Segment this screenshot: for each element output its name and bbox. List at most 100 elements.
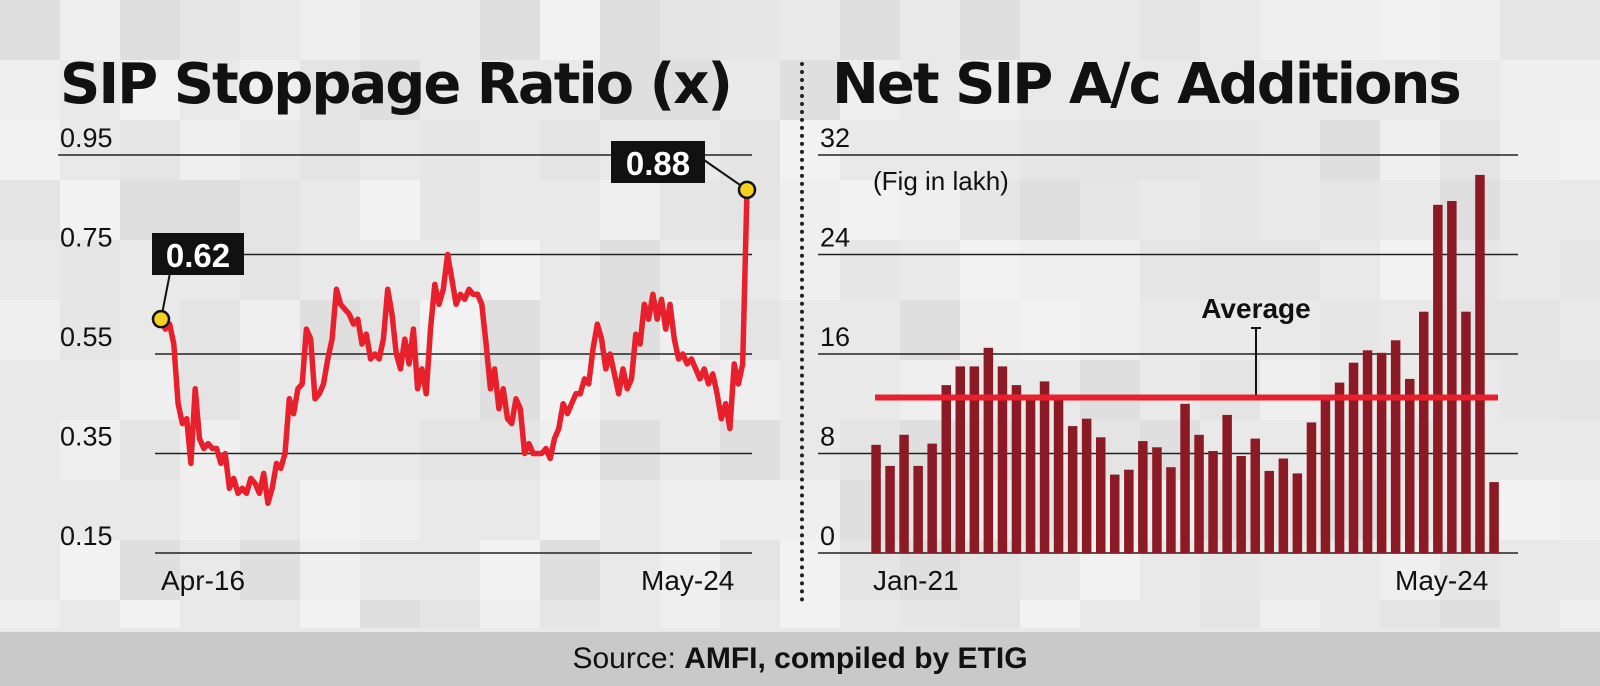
bg-tile: [1080, 360, 1140, 420]
bar: [1039, 381, 1050, 553]
y-tick-label: 0.35: [60, 422, 113, 452]
bar: [1250, 438, 1260, 553]
bg-tile: [180, 360, 240, 420]
bg-tile: [1080, 300, 1140, 360]
bg-tile: [600, 420, 660, 480]
bar: [1264, 470, 1274, 553]
bg-tile: [1500, 300, 1560, 360]
y-tick-label: 32: [820, 123, 850, 153]
bg-tile: [0, 60, 60, 120]
bar: [1236, 456, 1246, 553]
bar: [1489, 482, 1499, 553]
bg-tile: [1560, 60, 1600, 120]
bg-tile: [0, 300, 60, 360]
bg-tile: [1320, 120, 1380, 180]
ratio-line: [158, 189, 750, 507]
bg-tile: [780, 180, 840, 240]
bg-tile: [120, 60, 180, 120]
bg-tile: [1500, 60, 1560, 120]
bg-tile: [1020, 300, 1080, 360]
bg-tile: [960, 60, 1020, 120]
bg-tile: [180, 300, 240, 360]
bar: [1096, 437, 1106, 553]
bg-tile: [1380, 0, 1440, 60]
bg-tile: [60, 180, 120, 240]
bg-tile: [1380, 600, 1440, 628]
x-tick-label: May-24: [1395, 565, 1488, 596]
bg-tile: [720, 540, 780, 600]
bar: [1433, 204, 1443, 554]
bg-tile: [240, 300, 300, 360]
bg-tile: [1440, 0, 1500, 60]
bg-tile: [120, 180, 180, 240]
annotation-box: [152, 233, 244, 275]
x-tick-label: Apr-16: [161, 565, 245, 596]
bar: [1208, 451, 1218, 553]
y-tick-label: 16: [820, 322, 850, 352]
bg-tile: [600, 0, 660, 60]
y-tick-label: 24: [820, 223, 850, 253]
bar: [1152, 447, 1162, 553]
bg-tile: [300, 60, 360, 120]
bg-tile: [780, 600, 840, 628]
bg-tile: [960, 0, 1020, 60]
bg-tile: [0, 120, 60, 180]
bg-tile: [1320, 0, 1380, 60]
y-tick-label: 0: [820, 521, 835, 551]
bg-tile: [1200, 180, 1260, 240]
bar: [1053, 400, 1064, 553]
bg-tile: [1380, 240, 1440, 300]
bar: [885, 465, 895, 553]
bg-tile: [1440, 600, 1500, 628]
bar: [1390, 340, 1401, 553]
bg-tile: [1500, 480, 1560, 540]
bg-tile: [1560, 0, 1600, 60]
bg-tile: [480, 240, 540, 300]
bg-tile: [240, 240, 300, 300]
bg-tile: [1500, 360, 1560, 420]
bar: [1166, 467, 1176, 553]
bg-tile: [300, 600, 360, 628]
bg-tile: [840, 60, 900, 120]
bg-tile: [300, 540, 360, 600]
bg-tile: [60, 0, 120, 60]
bg-tile: [60, 300, 120, 360]
bg-tile: [660, 60, 720, 120]
bar: [1419, 311, 1429, 553]
bar: [871, 444, 881, 553]
average-label: Average: [1201, 293, 1310, 324]
bar: [1320, 398, 1331, 553]
sip-additions-chart: 32 24 16 8 0 (Fig in lakh) Average Jan-21 May-24: [818, 123, 1518, 596]
bg-tile: [120, 600, 180, 628]
bg-tile: [300, 480, 360, 540]
bg-tile: [840, 240, 900, 300]
bg-tile: [660, 540, 720, 600]
bg-tile: [1560, 480, 1600, 540]
bg-tile: [780, 540, 840, 600]
bg-tile: [360, 600, 420, 628]
start-marker: [151, 309, 171, 329]
bar: [1376, 352, 1387, 553]
y-tick-label: 8: [820, 422, 835, 452]
bar: [1447, 201, 1457, 553]
bg-tile: [480, 540, 540, 600]
bg-tile: [240, 180, 300, 240]
bar: [1011, 385, 1022, 553]
bar: [1194, 434, 1204, 553]
bg-tile: [540, 0, 600, 60]
bg-tile: [720, 480, 780, 540]
bar: [1306, 422, 1317, 553]
bg-tile: [1260, 360, 1320, 420]
bar: [997, 366, 1008, 553]
bg-tile: [780, 120, 840, 180]
bg-tile: [240, 540, 300, 600]
bg-tile: [660, 480, 720, 540]
bg-tile: [240, 60, 300, 120]
bar: [1278, 458, 1289, 553]
annotation-start-label: 0.62: [166, 237, 230, 274]
bar: [1405, 378, 1415, 553]
bg-tile: [660, 180, 720, 240]
bg-tile: [960, 240, 1020, 300]
bar: [1138, 441, 1148, 553]
bg-tile: [420, 180, 480, 240]
